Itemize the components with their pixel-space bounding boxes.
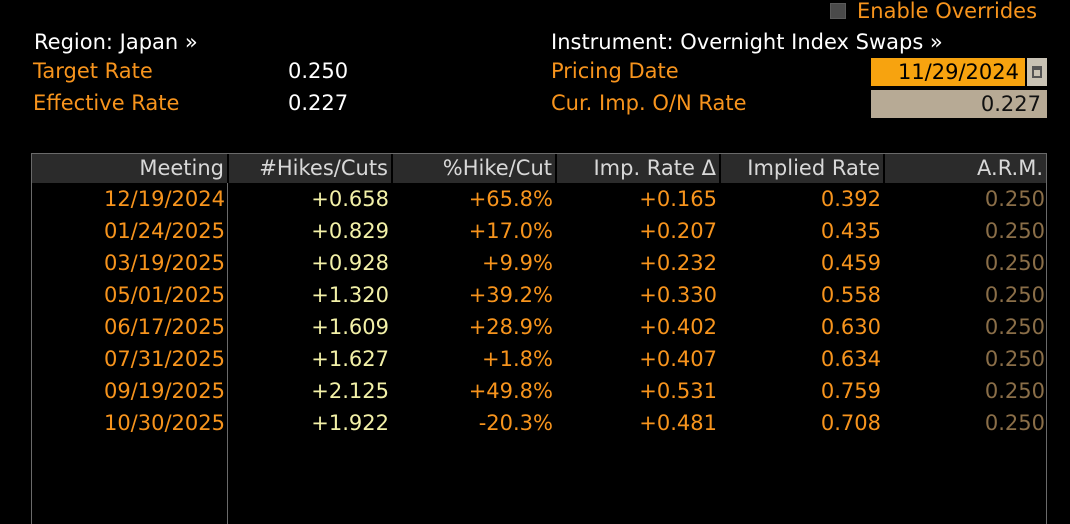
imp-rate-delta-cell: +0.165 xyxy=(639,186,717,211)
col-header-meeting[interactable]: Meeting xyxy=(139,156,224,180)
pct-hike-cut-cell: +17.0% xyxy=(468,218,553,243)
imp-rate-delta-cell: +0.402 xyxy=(639,314,717,339)
pct-hike-cut-cell: +28.9% xyxy=(468,314,553,339)
pct-hike-cut-cell: +9.9% xyxy=(482,250,553,275)
arm-rate-cell: 0.250 xyxy=(984,282,1045,307)
meeting-date-cell: 05/01/2025 xyxy=(103,282,225,307)
col-header-implied-rate[interactable]: Implied Rate xyxy=(747,156,880,180)
implied-rate-cell: 0.708 xyxy=(820,410,881,435)
region-selector[interactable]: Region: Japan » xyxy=(34,30,198,54)
implied-rate-cell: 0.392 xyxy=(820,186,881,211)
arm-rate-cell: 0.250 xyxy=(984,410,1045,435)
pct-hike-cut-cell: +1.8% xyxy=(482,346,553,371)
effective-rate-label: Effective Rate xyxy=(33,91,180,115)
cur-imp-rate-label: Cur. Imp. O/N Rate xyxy=(551,91,747,115)
target-rate-value: 0.250 xyxy=(288,59,349,83)
implied-rate-cell: 0.759 xyxy=(820,378,881,403)
cur-imp-rate-input[interactable]: 0.227 xyxy=(871,90,1047,118)
implied-rate-cell: 0.459 xyxy=(820,250,881,275)
checkbox-icon[interactable] xyxy=(830,3,846,19)
effective-rate-value: 0.227 xyxy=(288,91,349,115)
target-rate-label: Target Rate xyxy=(33,59,153,83)
meeting-date-cell: 07/31/2025 xyxy=(103,346,225,371)
hikes-cuts-cell: +1.627 xyxy=(311,346,389,371)
arm-rate-cell: 0.250 xyxy=(984,218,1045,243)
implied-rate-cell: 0.558 xyxy=(820,282,881,307)
arm-rate-cell: 0.250 xyxy=(984,186,1045,211)
arm-rate-cell: 0.250 xyxy=(984,346,1045,371)
pricing-date-input[interactable]: 11/29/2024 xyxy=(871,58,1025,86)
col-header-pct-hike-cut[interactable]: %Hike/Cut xyxy=(442,156,552,180)
col-header-imp-rate-delta[interactable]: Imp. Rate Δ xyxy=(593,156,716,180)
implied-rate-cell: 0.634 xyxy=(820,346,881,371)
table-header: Meeting #Hikes/Cuts %Hike/Cut Imp. Rate … xyxy=(32,154,1046,183)
meeting-date-cell: 03/19/2025 xyxy=(103,250,225,275)
imp-rate-delta-cell: +0.531 xyxy=(639,378,717,403)
enable-overrides-toggle[interactable]: Enable Overrides xyxy=(830,0,1037,22)
implied-rate-cell: 0.630 xyxy=(820,314,881,339)
imp-rate-delta-cell: +0.207 xyxy=(639,218,717,243)
hikes-cuts-cell: +0.829 xyxy=(311,218,389,243)
hikes-cuts-cell: +1.320 xyxy=(311,282,389,307)
hikes-cuts-cell: +0.928 xyxy=(311,250,389,275)
column-divider xyxy=(227,183,228,524)
col-header-hikes-cuts[interactable]: #Hikes/Cuts xyxy=(259,156,388,180)
arm-rate-cell: 0.250 xyxy=(984,250,1045,275)
implied-rate-cell: 0.435 xyxy=(820,218,881,243)
meeting-date-cell: 06/17/2025 xyxy=(103,314,225,339)
meeting-date-cell: 01/24/2025 xyxy=(103,218,225,243)
instrument-selector[interactable]: Instrument: Overnight Index Swaps » xyxy=(551,30,943,54)
arm-rate-cell: 0.250 xyxy=(984,314,1045,339)
meeting-date-cell: 09/19/2025 xyxy=(103,378,225,403)
hikes-cuts-cell: +1.922 xyxy=(311,410,389,435)
arm-rate-cell: 0.250 xyxy=(984,378,1045,403)
imp-rate-delta-cell: +0.481 xyxy=(639,410,717,435)
col-header-arm[interactable]: A.R.M. xyxy=(977,156,1043,180)
pct-hike-cut-cell: +65.8% xyxy=(468,186,553,211)
imp-rate-delta-cell: +0.407 xyxy=(639,346,717,371)
imp-rate-delta-cell: +0.232 xyxy=(639,250,717,275)
hikes-cuts-cell: +1.609 xyxy=(311,314,389,339)
pricing-date-label: Pricing Date xyxy=(551,59,679,83)
meeting-date-cell: 10/30/2025 xyxy=(103,410,225,435)
pct-hike-cut-cell: -20.3% xyxy=(478,410,553,435)
enable-overrides-label: Enable Overrides xyxy=(857,0,1038,23)
pct-hike-cut-cell: +39.2% xyxy=(468,282,553,307)
hikes-cuts-cell: +0.658 xyxy=(311,186,389,211)
imp-rate-delta-cell: +0.330 xyxy=(639,282,717,307)
hikes-cuts-cell: +2.125 xyxy=(311,378,389,403)
pct-hike-cut-cell: +49.8% xyxy=(468,378,553,403)
rates-table xyxy=(31,153,1047,524)
meeting-date-cell: 12/19/2024 xyxy=(103,186,225,211)
calendar-icon[interactable] xyxy=(1027,58,1047,86)
